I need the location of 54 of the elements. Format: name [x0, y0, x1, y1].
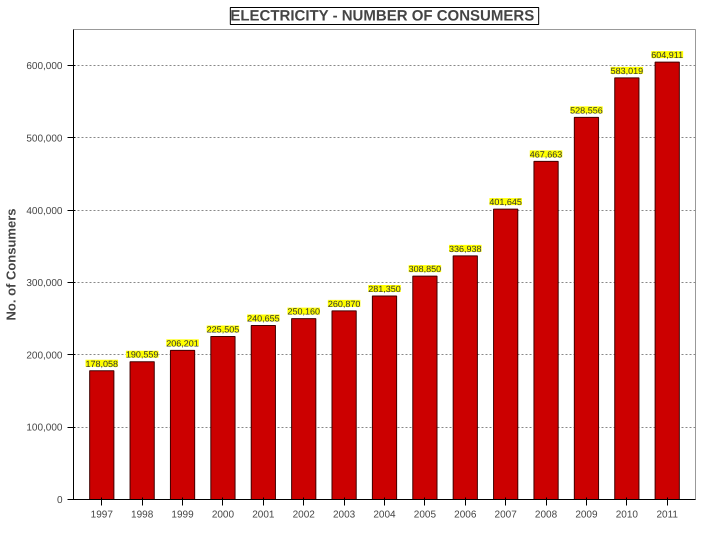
data-label: 260,870: [328, 298, 360, 309]
x-tick-label: 2008: [534, 510, 558, 520]
bar: [412, 276, 438, 500]
data-label: 250,160: [287, 306, 320, 317]
y-tick-label: 300,000: [26, 278, 63, 290]
data-label: 604,911: [651, 50, 684, 60]
bar: [89, 370, 114, 500]
y-axis-title: No. of Consumers: [3, 208, 18, 320]
x-tick-label: 2002: [292, 510, 316, 520]
data-label: 528,556: [570, 105, 603, 116]
data-label: 308,850: [408, 264, 442, 274]
bar: [493, 208, 518, 500]
bar: [291, 318, 316, 500]
y-tick-label: 0: [56, 495, 63, 506]
y-tick-label: 500,000: [26, 133, 63, 144]
bar: [452, 255, 478, 500]
x-tick-label: 2010: [616, 510, 638, 520]
bar: [372, 296, 398, 500]
data-label: 401,645: [489, 197, 522, 208]
x-tick-label: 2007: [494, 510, 518, 520]
x-tick-label: 2004: [373, 510, 396, 520]
x-tick-label: 2005: [414, 510, 436, 520]
data-label: 583,019: [610, 66, 644, 76]
bar: [574, 116, 600, 500]
data-label: 240,655: [247, 313, 280, 324]
y-tick-label: 100,000: [26, 422, 63, 434]
y-tick-label: 400,000: [26, 206, 63, 217]
x-tick-label: 2006: [454, 510, 477, 520]
y-tick-label: 200,000: [26, 350, 63, 362]
bar: [170, 350, 196, 500]
data-label: 206,201: [166, 338, 199, 348]
bar: [654, 62, 680, 500]
x-tick-label: 2001: [252, 510, 275, 520]
bar: [614, 77, 640, 500]
bar: [331, 310, 357, 500]
chart-title: ELECTRICITY - NUMBER OF CONSUMERS: [230, 8, 534, 24]
y-tick-label: 600,000: [26, 61, 63, 72]
data-label: 336,938: [449, 244, 482, 254]
bar: [250, 324, 276, 500]
x-tick-label: 1999: [171, 510, 194, 520]
data-label: 281,350: [368, 284, 401, 294]
data-label: 178,058: [86, 358, 118, 369]
x-tick-label: 2009: [575, 510, 598, 520]
x-tick-label: 1997: [90, 510, 114, 520]
x-tick-label: 1998: [131, 510, 154, 520]
x-tick-label: 2011: [656, 510, 678, 520]
data-label: 190,559: [126, 350, 158, 360]
bar: [210, 336, 236, 500]
bar: [130, 361, 155, 500]
data-label: 467,663: [530, 149, 562, 160]
x-tick-label: 2000: [212, 510, 235, 520]
data-label: 225,505: [206, 324, 240, 334]
x-tick-label: 2003: [332, 510, 356, 520]
bar: [533, 160, 559, 500]
